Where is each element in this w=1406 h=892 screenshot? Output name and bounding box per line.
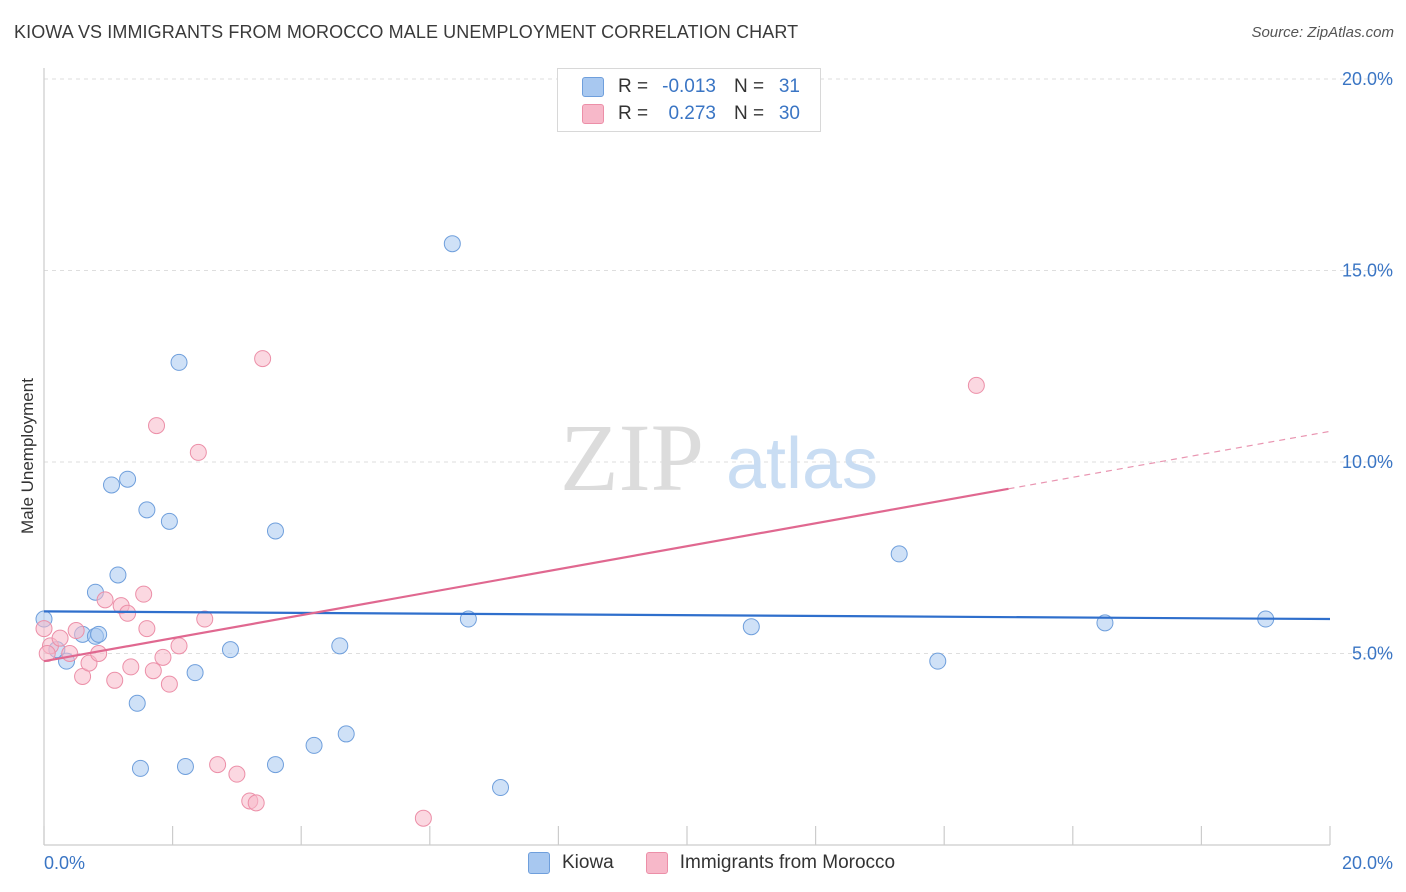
morocco-point — [96, 591, 114, 609]
correlation-legend: R = -0.013 N = 31 R = 0.273 N = 30 — [557, 68, 821, 132]
kiowa-point — [305, 736, 323, 754]
kiowa-point — [170, 353, 188, 371]
kiowa-point — [186, 664, 204, 682]
morocco-point — [119, 604, 137, 622]
kiowa-point — [131, 759, 149, 777]
source-label: Source: ZipAtlas.com — [1251, 24, 1394, 41]
morocco-point — [967, 376, 985, 394]
x-tick-label: 20.0% — [1342, 853, 1393, 873]
series-legend: Kiowa Immigrants from Morocco — [528, 852, 927, 874]
legend-n-label: N = — [734, 103, 765, 124]
legend-label-morocco: Immigrants from Morocco — [679, 852, 896, 873]
legend-item-morocco[interactable]: Immigrants from Morocco — [645, 852, 896, 874]
kiowa-trend-line — [43, 610, 1331, 621]
legend-n-value: 30 — [778, 103, 800, 124]
morocco-trend-extension — [1008, 430, 1331, 490]
legend-r-value: 0.273 — [668, 103, 716, 124]
kiowa-point — [138, 501, 156, 519]
morocco-point — [106, 671, 124, 689]
morocco-point — [170, 637, 188, 655]
morocco-point — [209, 756, 227, 774]
morocco-point — [414, 809, 432, 827]
kiowa-point — [90, 625, 108, 643]
kiowa-point — [331, 637, 349, 655]
morocco-trend-line — [43, 487, 1009, 663]
grid-lines — [44, 78, 1394, 654]
legend-r-label: R = — [618, 76, 649, 97]
kiowa-point — [492, 779, 510, 797]
chart-title: KIOWA VS IMMIGRANTS FROM MOROCCO MALE UN… — [14, 22, 799, 42]
kiowa-point — [890, 545, 908, 563]
legend-label-kiowa: Kiowa — [562, 852, 614, 873]
tick-labels: 5.0% 10.0% 15.0% 20.0% 0.0% 20.0% — [44, 69, 1393, 873]
kiowa-point — [176, 757, 194, 775]
kiowa-point — [459, 610, 477, 628]
morocco-point — [51, 629, 69, 647]
morocco-point — [122, 658, 140, 676]
morocco-point — [189, 443, 207, 461]
morocco-point — [160, 675, 178, 693]
watermark-atlas: atlas — [726, 424, 878, 504]
kiowa-point — [266, 756, 284, 774]
morocco-point — [154, 648, 172, 666]
y-tick-label: 10.0% — [1342, 452, 1393, 472]
y-tick-label: 20.0% — [1342, 69, 1393, 89]
legend-r-value: -0.013 — [662, 76, 716, 97]
legend-swatch-kiowa — [582, 77, 604, 97]
legend-swatch-kiowa — [528, 852, 550, 874]
legend-r-label: R = — [618, 103, 649, 124]
kiowa-point — [929, 652, 947, 670]
morocco-point — [228, 765, 246, 783]
legend-row-morocco: R = 0.273 N = 30 — [582, 102, 800, 126]
x-tick-label: 0.0% — [44, 853, 85, 873]
data-points — [35, 235, 1275, 827]
kiowa-point — [128, 694, 146, 712]
legend-n-value: 31 — [778, 76, 800, 97]
kiowa-point — [1096, 614, 1114, 632]
morocco-point — [144, 662, 162, 680]
morocco-point — [148, 417, 166, 435]
morocco-point — [61, 645, 79, 662]
kiowa-point — [103, 476, 121, 494]
legend-row-kiowa: R = -0.013 N = 31 — [582, 75, 800, 99]
trend-lines — [43, 430, 1331, 663]
morocco-point — [35, 620, 53, 638]
morocco-point — [67, 622, 85, 640]
axes — [43, 68, 1331, 846]
morocco-point — [247, 794, 265, 812]
legend-swatch-morocco — [645, 852, 668, 874]
legend-swatch-morocco — [582, 104, 604, 124]
watermark: ZIP atlas — [560, 404, 878, 511]
morocco-point — [135, 585, 153, 603]
morocco-point — [196, 610, 214, 628]
y-tick-label: 15.0% — [1342, 261, 1393, 281]
legend-n-label: N = — [734, 76, 765, 97]
kiowa-point — [109, 566, 127, 584]
y-tick-label: 5.0% — [1352, 644, 1393, 664]
morocco-point — [138, 620, 156, 638]
kiowa-point — [742, 618, 760, 636]
kiowa-point — [337, 725, 355, 743]
morocco-point — [254, 350, 272, 368]
kiowa-point — [221, 641, 239, 659]
kiowa-point — [160, 512, 178, 530]
kiowa-point — [119, 470, 137, 488]
legend-item-kiowa[interactable]: Kiowa — [528, 852, 614, 874]
kiowa-point — [443, 235, 461, 253]
kiowa-point — [266, 522, 284, 540]
watermark-zip: ZIP — [560, 404, 704, 511]
